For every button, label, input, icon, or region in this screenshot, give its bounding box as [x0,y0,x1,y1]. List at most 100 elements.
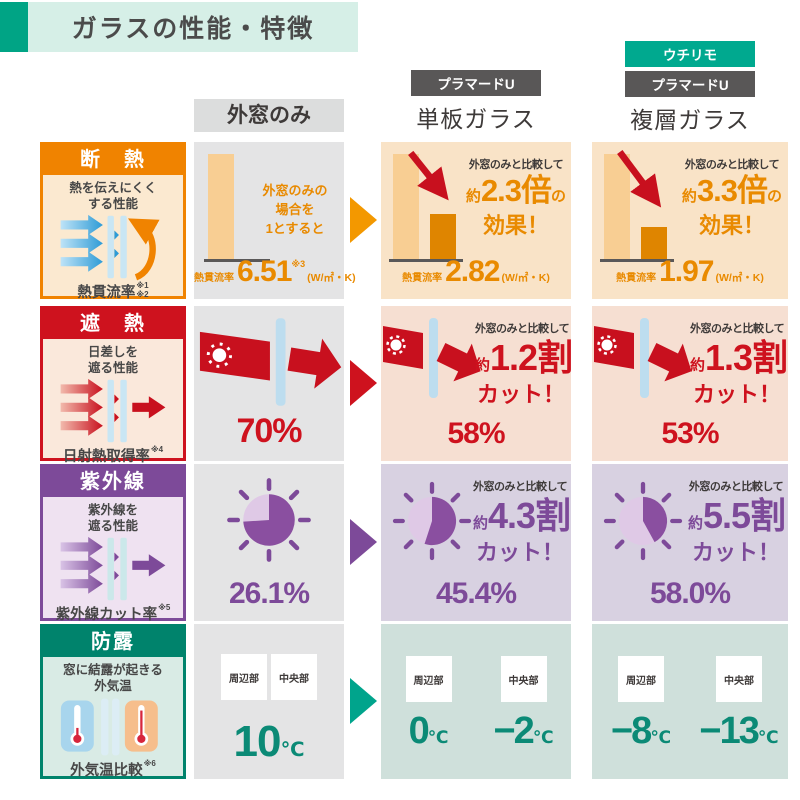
shading-single-value: 58% [447,417,505,450]
axis-baseline [600,259,674,262]
comparison-block: 外窓のみと比較して 約2.3倍の 効果！ [465,156,567,240]
page-title-text: ガラスの性能・特徴 [71,15,315,43]
uv-metric: 紫外線カット率 ※5 [55,602,171,623]
title-accent-square [0,2,28,52]
center-label-box: 中央部 [716,656,762,702]
condensation-metric: 外気温比較 ※6 [70,758,156,779]
insulation-metric: 熱貫流率 ※1 ※2 [77,280,149,301]
effect-value: 約5.5割 [688,495,786,536]
thermometers-icon [60,698,158,755]
shading-label-body: 日差しを 遮る性能 日射熱取得率 ※4 [43,339,183,465]
axis-baseline [389,259,463,262]
footnote-marks: ※1 ※2 [136,280,149,300]
row-shading: 遮 熱 日差しを 遮る性能 日射熱取得率 ※4 [0,306,800,465]
uv-sun-pie-icon [227,478,311,562]
edge-temp-column: 周辺部 0℃ [381,624,476,779]
shading-title: 遮 熱 [43,309,183,339]
plamado-u-badge: プラマードU [625,71,755,97]
row-insulation: 断 熱 熱を伝えにくく する性能 熱貫流率 ※1 ※2 [0,142,800,301]
effect-word: カット！ [692,381,781,407]
shading-label-card: 遮 熱 日差しを 遮る性能 日射熱取得率 ※4 [40,306,186,465]
effect-value: 約1.3割 [690,337,788,378]
shading-base-cell: 70% [194,306,344,461]
compare-caption: 外窓のみと比較して [468,159,564,171]
uv-sun-pie-icon [392,481,472,561]
edge-label-box: 周辺部 [618,656,664,702]
base-temperature: 10℃ [233,717,305,766]
shading-desc: 日差しを 遮る性能 [87,345,138,376]
center-temperature: −2℃ [493,710,554,752]
compare-caption: 外窓のみと比較して [690,323,785,335]
compare-caption: 外窓のみと比較して [684,159,780,171]
row-uv: 紫外線 紫外線を 遮る性能 紫外線カット率 ※5 [0,464,800,623]
condensation-label-body: 窓に結露が起きる 外気温 外気温比較 ※6 [43,657,183,779]
center-temp-column: 中央部 −2℃ [476,624,571,779]
footnote-marks: ※5 [158,602,171,612]
arrow-right-separator [350,360,377,406]
insulation-label-card: 断 熱 熱を伝えにくく する性能 熱貫流率 ※1 ※2 [40,142,186,301]
uv-double-cell: 外窓のみと比較して 約5.5割 カット！ 58.0% [592,464,788,621]
heat-flow-icon [60,214,160,280]
center-label-box: 中央部 [500,656,547,702]
reference-note: 外窓のみの 場合を 1とすると [262,183,328,236]
uv-desc: 紫外線を 遮る性能 [87,503,138,534]
insulation-title: 断 熱 [43,145,183,175]
result-bar [641,227,667,259]
result-bar [430,214,456,259]
u-value-double: 熱貫流率 1.97 (W/㎡・K) [616,255,764,288]
effect-word: 効果！ [698,212,765,238]
edge-temp-column: 周辺部 −8℃ [592,624,690,779]
footnote-marks: ※6 [143,758,156,768]
effect-word: カット！ [691,539,780,565]
row-condensation: 防露 窓に結露が起きる 外気温 外気温比較 ※6 [0,624,800,779]
insulation-single-cell: 外窓のみと比較して 約2.3倍の 効果！ 熱貫流率 2.82 (W/㎡・K) [381,142,571,299]
effect-value: 約1.2割 [475,337,573,378]
edge-temperature: 0℃ [408,710,449,752]
compare-caption: 外窓のみと比較して [475,323,570,335]
axis-baseline [204,259,270,262]
uv-base-value: 26.1% [228,577,310,610]
uv-title: 紫外線 [43,467,183,497]
arrow-right-separator [350,678,377,724]
uv-label-card: 紫外線 紫外線を 遮る性能 紫外線カット率 ※5 [40,464,186,623]
page-title: ガラスの性能・特徴 [28,2,358,52]
column-header-double: ウチリモ プラマードU 複層ガラス [592,41,788,135]
column-header-base: 外窓のみ [194,99,344,132]
center-temp-column: 中央部 −13℃ [690,624,788,779]
double-glass-label: 複層ガラス [630,107,750,133]
effect-value: 約3.3倍の [681,173,783,208]
condensation-base-cell: 周辺部 中央部 10℃ [194,624,344,779]
u-value-single: 熱貫流率 2.82 (W/㎡・K) [402,255,550,288]
shading-single-cell: 外窓のみと比較して 約1.2割 カット！ 58% [381,306,573,461]
plamado-u-badge: プラマードU [411,70,541,96]
comparison-block: 外窓のみと比較して 約1.2割 カット！ [475,320,573,409]
arrow-right-separator [350,197,377,243]
comparison-block: 外窓のみと比較して 約1.3割 カット！ [690,320,788,409]
sun-heat-arrow-icon [199,318,342,406]
compare-caption: 外窓のみと比較して [473,481,568,493]
center-temperature: −13℃ [699,710,779,752]
uv-sun-pie-icon [603,481,683,561]
effect-word: 効果！ [482,212,549,238]
column-header-single: プラマードU 単板ガラス [381,70,571,134]
comparison-block: 外窓のみと比較して 約5.5割 カット！ [688,478,786,567]
uv-flow-icon [60,536,166,600]
comparison-block: 外窓のみと比較して 約3.3倍の 効果！ [680,156,784,240]
shading-double-value: 53% [661,417,719,450]
reference-bar [393,154,419,259]
condensation-single-cell: 周辺部 0℃ 中央部 −2℃ [381,624,571,779]
uv-single-value: 45.4% [435,577,517,610]
insulation-double-cell: 外窓のみと比較して 約3.3倍の 効果！ 熱貫流率 1.97 (W/㎡・K) [592,142,788,299]
reduction-arrow-icon [408,150,449,201]
edge-label-box: 周辺部 [405,656,452,702]
edge-label-box: 周辺部 [221,654,267,700]
effect-word: カット！ [476,381,565,407]
uv-double-value: 58.0% [649,577,731,610]
center-label-box: 中央部 [271,654,317,700]
u-value-base: 熱貫流率 6.51※3(W/㎡・K) [194,255,356,288]
condensation-label-card: 防露 窓に結露が起きる 外気温 外気温比較 ※6 [40,624,186,779]
insulation-desc: 熱を伝えにくく する性能 [69,181,157,212]
sun-heat-cut-icon [383,318,481,398]
uv-label-body: 紫外線を 遮る性能 紫外線カット率 ※5 [43,497,183,623]
